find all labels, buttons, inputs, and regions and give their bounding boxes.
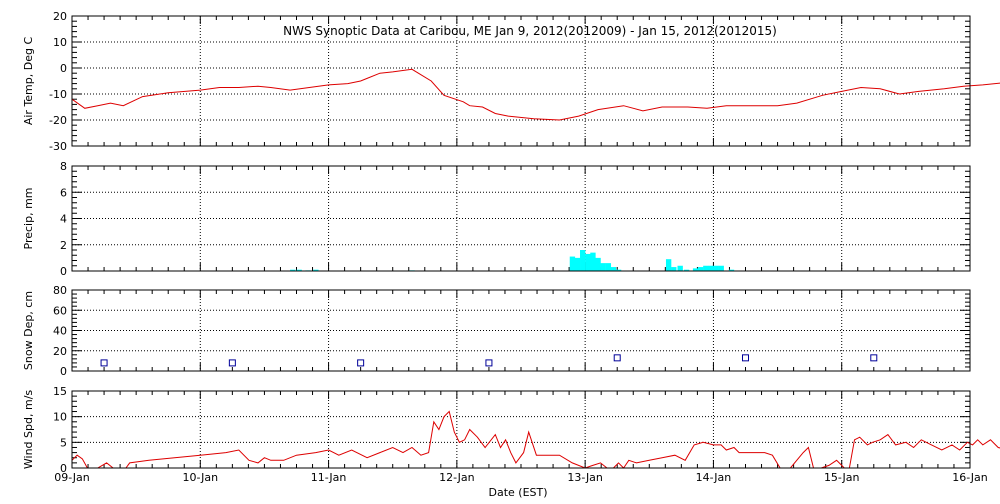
y-tick-label: 4 <box>60 213 67 226</box>
panel-1: 20 10 0 -10 -20 -30 Air Temp, Deg C <box>22 10 1000 153</box>
precip-bar <box>703 265 709 271</box>
snow-depth-marker <box>357 359 365 367</box>
x-tick-label: 09-Jan <box>54 471 90 484</box>
panel-frame <box>71 165 971 272</box>
x-tick-label: 15-Jan <box>824 471 860 484</box>
precip-bar <box>585 253 591 271</box>
y-tick-label: 10 <box>53 36 67 49</box>
y-tick-label: 20 <box>53 10 67 23</box>
series-line <box>71 68 1000 121</box>
x-tick-label: 14-Jan <box>696 471 732 484</box>
precip-bar <box>569 256 576 271</box>
precip-bar <box>683 269 690 271</box>
y-axis-title: Wind Spd, m/s <box>22 390 35 470</box>
y-tick-label: 0 <box>60 62 67 75</box>
y-tick-label: 15 <box>53 385 67 398</box>
precip-bar <box>313 269 319 271</box>
precip-bar <box>708 265 714 271</box>
x-axis-title: Date (EST) <box>488 486 547 499</box>
snow-depth-marker <box>100 359 108 367</box>
precip-bar <box>728 269 735 271</box>
panel-3: 80 60 40 20 0 Snow Dep, cm <box>22 284 971 378</box>
y-tick-label: 60 <box>53 304 67 317</box>
y-tick-label: 20 <box>53 345 67 358</box>
y-axis-title: Air Temp, Deg C <box>22 37 35 126</box>
snow-depth-marker <box>742 354 749 362</box>
precip-bar <box>290 269 296 271</box>
y-tick-label: 0 <box>60 365 67 378</box>
x-tick-label: 13-Jan <box>567 471 603 484</box>
y-tick-label: 6 <box>60 186 67 199</box>
panel-frame <box>71 289 971 372</box>
x-tick-label: 12-Jan <box>439 471 475 484</box>
snow-depth-marker <box>870 354 878 362</box>
y-tick-label: -30 <box>49 140 67 153</box>
x-tick-label: 16-Jan <box>952 471 988 484</box>
precip-bar <box>671 267 677 271</box>
y-tick-label: -10 <box>49 88 67 101</box>
y-axis-title: Snow Dep, cm <box>22 291 35 370</box>
y-tick-label: 2 <box>60 239 67 252</box>
precip-bar <box>574 257 581 271</box>
y-tick-label: 8 <box>60 160 67 173</box>
precip-bar <box>296 269 302 271</box>
panel-4: 15 10 5 0 Wind Spd, m/s <box>22 385 1000 475</box>
precip-bar <box>600 263 606 271</box>
panel-frame <box>71 15 971 147</box>
y-tick-label: 40 <box>53 325 67 338</box>
precip-bar <box>610 267 617 271</box>
precip-bar <box>718 265 724 271</box>
x-tick-label: 11-Jan <box>311 471 347 484</box>
y-tick-label: 0 <box>60 462 67 475</box>
precip-bar <box>692 268 699 271</box>
panel-2: 8 6 4 2 0 Precip, mm <box>22 160 971 278</box>
y-tick-label: -20 <box>49 114 67 127</box>
precip-bar <box>580 250 586 271</box>
y-tick-label: 0 <box>60 265 67 278</box>
snow-depth-marker <box>613 354 621 362</box>
precip-bar <box>677 265 683 271</box>
precip-bar <box>590 252 596 271</box>
precip-bar <box>605 263 612 271</box>
precip-bar <box>595 257 601 271</box>
snow-depth-marker <box>228 359 236 367</box>
precip-bar <box>698 267 704 271</box>
y-tick-label: 10 <box>53 411 67 424</box>
snow-depth-marker <box>485 359 493 367</box>
y-tick-label: 5 <box>60 436 67 449</box>
chart-title: NWS Synoptic Data at Caribou, ME Jan 9, … <box>283 24 777 38</box>
precip-bar <box>713 265 719 271</box>
precip-bar <box>615 269 622 271</box>
y-tick-label: 80 <box>53 284 67 297</box>
panel-frame <box>71 390 971 469</box>
x-tick-label: 10-Jan <box>183 471 219 484</box>
series-line <box>71 410 1000 469</box>
precip-bar <box>665 259 672 271</box>
y-axis-title: Precip, mm <box>22 188 35 250</box>
